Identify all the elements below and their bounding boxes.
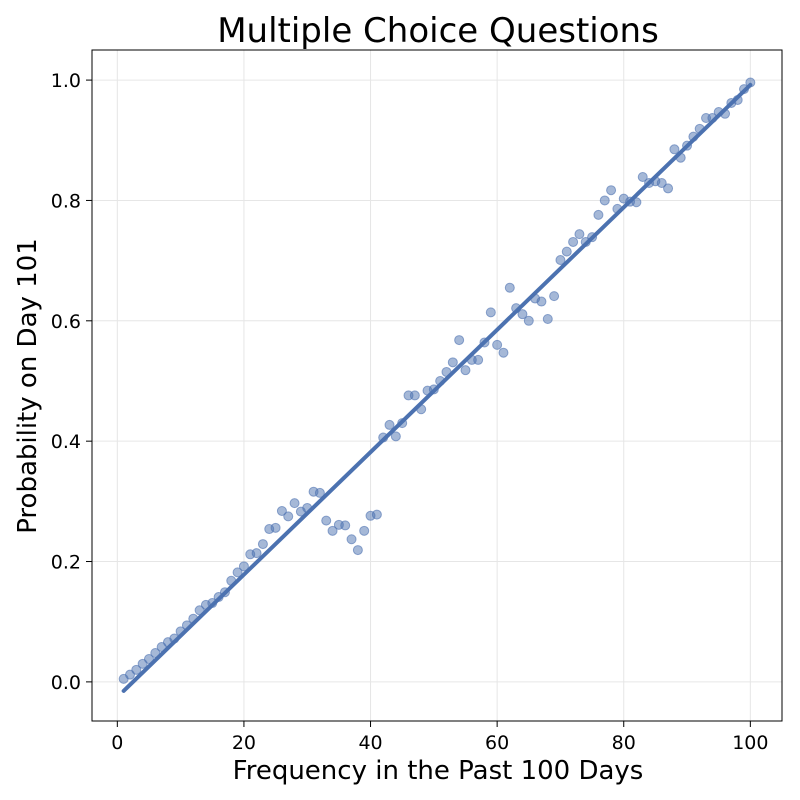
y-tick-label: 0.2 [51, 552, 81, 574]
data-point [549, 291, 560, 302]
data-point [593, 209, 604, 220]
data-point [492, 339, 503, 350]
data-point [694, 123, 705, 134]
data-point [390, 431, 401, 442]
data-point [637, 171, 648, 182]
data-point [219, 587, 230, 598]
y-tick-label: 0.4 [51, 431, 81, 453]
data-point [688, 131, 699, 142]
data-point [327, 525, 338, 536]
points-layer [118, 77, 756, 684]
data-point [276, 505, 287, 516]
data-point [739, 84, 750, 95]
data-point [485, 307, 496, 318]
y-tick-label: 0.0 [51, 672, 81, 694]
data-point [606, 185, 617, 196]
x-tick-label: 80 [612, 732, 636, 754]
data-point [314, 487, 325, 498]
x-tick-label: 20 [232, 732, 256, 754]
y-axis-label: Probability on Day 101 [13, 238, 43, 534]
data-point [232, 567, 243, 578]
data-point [207, 598, 218, 609]
data-point [745, 77, 756, 88]
data-point [435, 375, 446, 386]
plot-frame [91, 49, 783, 722]
data-point [447, 357, 458, 368]
y-tick-label: 0.6 [51, 311, 81, 333]
data-point [720, 108, 731, 119]
data-point [346, 534, 357, 545]
data-point [428, 384, 439, 395]
data-point [257, 539, 268, 550]
data-point [675, 152, 686, 163]
data-point [150, 647, 161, 658]
data-point [574, 229, 585, 240]
data-point [732, 94, 743, 105]
data-point [181, 620, 192, 631]
data-point [498, 347, 509, 358]
data-point [555, 255, 566, 266]
data-point [663, 183, 674, 194]
data-point [352, 545, 363, 556]
data-point [669, 144, 680, 155]
grid [92, 50, 782, 721]
data-point [441, 366, 452, 377]
data-point [517, 309, 528, 320]
data-point [460, 365, 471, 376]
x-axis-label: Frequency in the Past 100 Days [233, 756, 644, 786]
y-tick-label: 0.8 [51, 190, 81, 212]
ticks: 0 20 40 60 80 100 0.0 0.2 0.4 0.6 0.8 1.0 [51, 70, 769, 754]
data-point [378, 432, 389, 443]
data-point [302, 502, 313, 513]
x-tick-label: 0 [111, 732, 123, 754]
data-point [175, 626, 186, 637]
x-tick-label: 40 [358, 732, 382, 754]
data-point [409, 390, 420, 401]
data-point [631, 197, 642, 208]
y-tick-label: 1.0 [51, 70, 81, 92]
data-point [707, 113, 718, 124]
data-point [523, 315, 534, 326]
data-point [682, 140, 693, 151]
data-point [238, 561, 249, 572]
data-point [656, 177, 667, 188]
data-point [371, 509, 382, 520]
data-point [384, 419, 395, 430]
data-point [270, 522, 281, 533]
data-point [397, 418, 408, 429]
data-point [194, 605, 205, 616]
data-point [454, 335, 465, 346]
data-point [283, 511, 294, 522]
data-point [169, 633, 180, 644]
data-point [359, 525, 370, 536]
data-point [542, 314, 553, 325]
data-point [568, 236, 579, 247]
data-point [251, 548, 262, 559]
data-point [226, 575, 237, 586]
x-tick-label: 100 [732, 732, 768, 754]
data-point [587, 232, 598, 243]
chart-title: Multiple Choice Questions [217, 11, 659, 51]
data-point [511, 303, 522, 314]
data-point [143, 654, 154, 665]
data-point [599, 195, 610, 206]
x-tick-label: 60 [485, 732, 509, 754]
data-point [416, 404, 427, 415]
data-point [131, 664, 142, 675]
data-point [479, 337, 490, 348]
data-point [188, 613, 199, 624]
data-point [473, 354, 484, 365]
data-point [504, 282, 515, 293]
data-point [612, 203, 623, 214]
data-point [561, 246, 572, 257]
data-point [340, 520, 351, 531]
data-point [536, 296, 547, 307]
data-point [321, 515, 332, 526]
data-point [289, 498, 300, 509]
